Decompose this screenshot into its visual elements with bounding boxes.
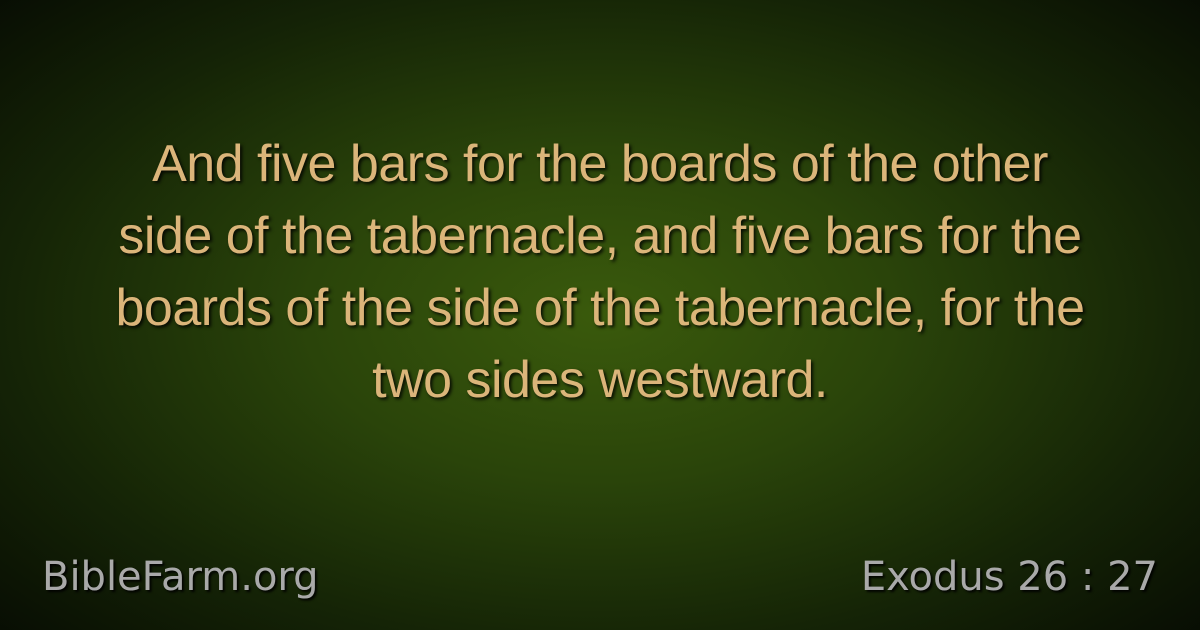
verse-text: And five bars for the boards of the othe…: [40, 128, 1160, 416]
site-name: BibleFarm.org: [42, 554, 319, 600]
verse-line: And five bars for the boards of the othe…: [152, 135, 1048, 193]
verse-line: two sides westward.: [372, 351, 828, 409]
verse-reference: Exodus 26 : 27: [860, 554, 1158, 600]
verse-line: boards of the side of the tabernacle, fo…: [115, 279, 1085, 337]
verse-line: side of the tabernacle, and five bars fo…: [118, 207, 1082, 265]
